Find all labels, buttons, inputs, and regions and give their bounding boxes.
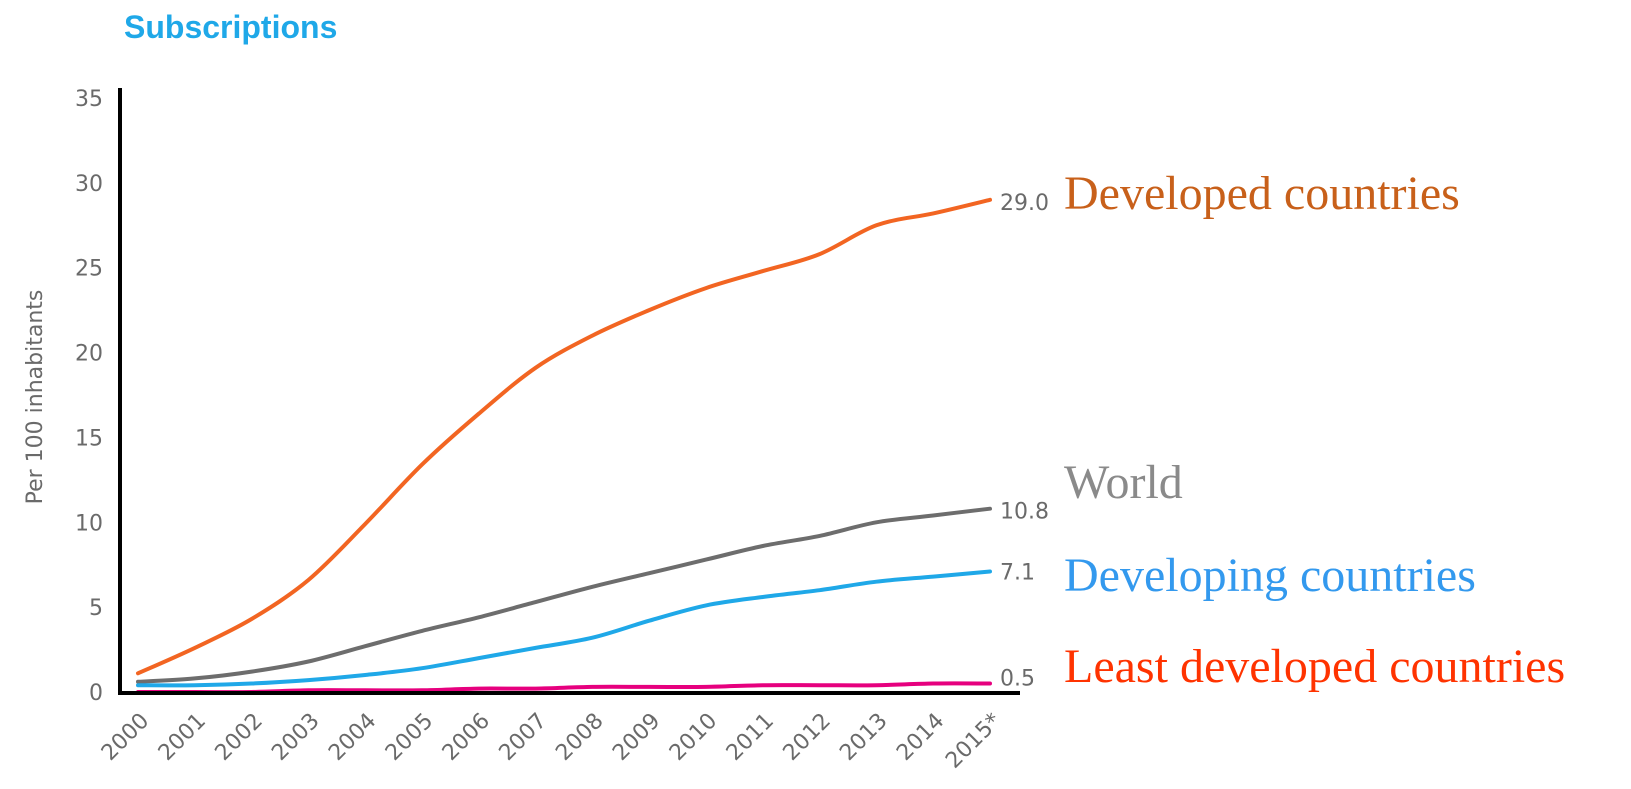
x-tick-label: 2008 bbox=[551, 709, 608, 766]
series-line-world bbox=[136, 506, 992, 684]
y-tick-label: 15 bbox=[75, 426, 103, 451]
end-label-developing-countries: 7.1 bbox=[1000, 561, 1035, 586]
end-value-labels: 29.0 10.8 7.1 0.5 bbox=[1000, 191, 1049, 692]
y-axis-ticks: 0 5 10 15 20 25 30 35 bbox=[75, 87, 103, 706]
x-tick-label: 2001 bbox=[154, 709, 211, 766]
series-line-developing-countries bbox=[136, 569, 992, 688]
legend-least-developed-countries: Least developed countries bbox=[1064, 640, 1565, 693]
x-tick-label: 2014 bbox=[892, 709, 949, 766]
y-tick-label: 20 bbox=[75, 342, 103, 367]
y-axis-label: Per 100 inhabitants bbox=[23, 290, 48, 505]
x-tick-label: 2003 bbox=[267, 709, 324, 766]
y-tick-label: 25 bbox=[75, 257, 103, 282]
x-tick-label: 2009 bbox=[608, 709, 665, 766]
y-tick-label: 30 bbox=[75, 172, 103, 197]
y-tick-label: 10 bbox=[75, 511, 103, 536]
legend-developed-countries: Developed countries bbox=[1064, 167, 1460, 220]
chart-title: Subscriptions bbox=[124, 9, 337, 45]
x-tick-label: 2007 bbox=[495, 709, 552, 766]
x-tick-label: 2012 bbox=[779, 709, 836, 766]
x-axis-ticks: 2000 2001 2002 2003 2004 2005 2006 2007 2008 2009… bbox=[97, 709, 1006, 774]
series-line-developed-countries bbox=[136, 197, 992, 676]
y-tick-label: 0 bbox=[89, 681, 103, 706]
x-tick-label: 2002 bbox=[211, 709, 268, 766]
x-tick-label: 2005 bbox=[381, 709, 438, 766]
series-lines bbox=[136, 197, 992, 695]
y-tick-label: 35 bbox=[75, 87, 103, 112]
x-tick-label: 2000 bbox=[97, 709, 154, 766]
y-tick-label: 5 bbox=[89, 596, 103, 621]
x-tick-label: 2004 bbox=[324, 709, 381, 766]
legend: Developed countries World Developing count… bbox=[1064, 167, 1565, 693]
x-tick-label: 2006 bbox=[438, 709, 495, 766]
legend-developing-countries: Developing countries bbox=[1064, 549, 1476, 602]
x-tick-label: 2010 bbox=[665, 709, 722, 766]
legend-world: World bbox=[1064, 456, 1183, 509]
x-tick-label: 2015* bbox=[941, 709, 1006, 774]
x-tick-label: 2011 bbox=[722, 709, 779, 766]
end-label-developed-countries: 29.0 bbox=[1000, 191, 1049, 216]
end-label-least-developed-countries: 0.5 bbox=[1000, 667, 1035, 692]
x-tick-label: 2013 bbox=[835, 709, 892, 766]
end-label-world: 10.8 bbox=[1000, 500, 1049, 525]
